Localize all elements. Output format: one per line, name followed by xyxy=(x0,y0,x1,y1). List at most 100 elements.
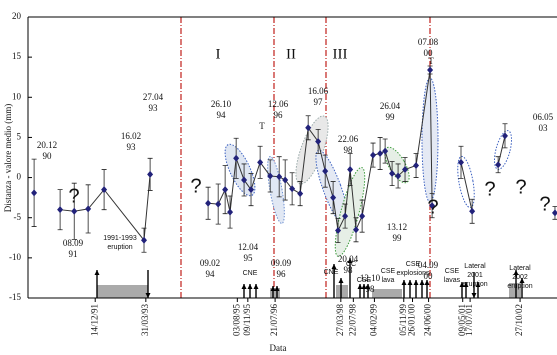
arrow-head xyxy=(519,278,525,283)
data-point xyxy=(267,172,274,180)
annotation: 94 xyxy=(217,110,227,120)
annotation: 22.06 xyxy=(338,134,359,144)
arrow-head xyxy=(463,282,469,287)
arrow-head xyxy=(401,280,407,285)
y-tick-label: 0 xyxy=(17,172,22,182)
data-point xyxy=(233,154,240,162)
event-label: CSE xyxy=(445,268,460,275)
period-label: III xyxy=(333,46,348,62)
data-point xyxy=(382,147,389,155)
data-point xyxy=(141,236,148,244)
x-tick-label: 22/07/98 xyxy=(347,304,357,337)
annotation: 03 xyxy=(539,123,549,133)
annotation: 27.04 xyxy=(143,92,164,102)
annotation: 12.10 xyxy=(360,273,381,283)
annotation: 09.09 xyxy=(271,258,292,268)
arrow-head xyxy=(94,270,100,275)
data-point xyxy=(359,212,366,220)
x-tick-label: 17/07/01 xyxy=(464,304,474,336)
data-point xyxy=(101,186,108,194)
arrow-head xyxy=(247,284,253,289)
event-label: eruption xyxy=(507,283,532,290)
data-point xyxy=(429,202,436,210)
data-point xyxy=(205,199,212,207)
data-point xyxy=(402,166,409,174)
event-label: CNE xyxy=(324,269,339,276)
event-label: explosions xyxy=(396,270,430,277)
annotation: 04.09 xyxy=(418,260,439,270)
arrow-head xyxy=(513,270,519,275)
data-point xyxy=(289,185,296,193)
event-label: Lateral xyxy=(509,265,531,272)
arrow-head xyxy=(241,284,247,289)
annotation: 96 xyxy=(277,269,287,279)
data-point xyxy=(227,208,234,216)
arrow-head xyxy=(274,286,280,291)
x-tick-label: 31/03/93 xyxy=(140,304,150,337)
annotation: 12.04 xyxy=(238,242,259,252)
annotation: 26.04 xyxy=(380,101,401,111)
y-tick-label: -5 xyxy=(14,212,22,222)
annotation: 13.12 xyxy=(387,222,407,232)
x-tick-label: 27/10/02 xyxy=(514,304,524,336)
data-point xyxy=(330,194,337,202)
question-mark: ? xyxy=(484,178,495,200)
event-label: CNE xyxy=(243,270,258,277)
event-label: CSE xyxy=(357,277,372,284)
event-label: lava xyxy=(382,277,395,284)
arrow-head xyxy=(331,264,337,269)
annotation: 97 xyxy=(314,97,324,107)
event-label: 2002 xyxy=(512,274,528,281)
annotation: 93 xyxy=(127,142,137,152)
event-label: 2001 xyxy=(467,272,483,279)
arrow-head xyxy=(407,280,413,285)
question-mark: ? xyxy=(539,193,550,215)
x-tick-label: 14/12/91 xyxy=(89,304,99,336)
y-tick-label: 10 xyxy=(12,91,22,101)
data-point xyxy=(353,226,360,234)
annotation: 99 xyxy=(386,112,396,122)
data-point xyxy=(342,212,349,220)
data-point xyxy=(322,167,329,175)
annotation: 96 xyxy=(274,110,284,120)
question-mark: ? xyxy=(68,185,79,207)
data-point xyxy=(347,166,354,174)
data-point xyxy=(276,173,283,181)
y-axis-title: Distanza - valore medio (mm) xyxy=(3,104,13,212)
x-tick-label: 09/05/01 xyxy=(457,304,467,336)
annotation: 26.10 xyxy=(211,99,232,109)
x-tick-label: 27/03/98 xyxy=(335,304,345,337)
event-label: lavas xyxy=(444,277,461,284)
arrow-head xyxy=(459,282,465,287)
annotation: 16.06 xyxy=(308,86,329,96)
annotation: 99 xyxy=(393,233,403,243)
x-tick-label: 26/01/00 xyxy=(407,304,417,337)
data-point xyxy=(31,189,38,197)
arrow-head xyxy=(419,280,425,285)
data-point xyxy=(377,149,384,157)
event-label: CC xyxy=(346,261,356,268)
clusters xyxy=(224,77,513,257)
x-axis-title: Data xyxy=(270,343,287,353)
data-point xyxy=(495,161,502,169)
arrow-head xyxy=(270,286,276,291)
arrow-head xyxy=(471,293,477,298)
annotation: 98 xyxy=(366,284,376,294)
x-tick-label: 03/08/95 xyxy=(231,304,241,337)
event-label: CSE xyxy=(381,268,396,275)
event-label: CSE xyxy=(406,261,421,268)
y-tick-label: 15 xyxy=(12,51,22,61)
arrow-head xyxy=(424,280,430,285)
y-tick-label: -10 xyxy=(9,252,21,262)
data-point xyxy=(222,186,229,194)
annotation: 08.09 xyxy=(63,238,84,248)
y-tick-label: 5 xyxy=(17,131,22,141)
event-bars xyxy=(97,283,521,298)
question-mark: ? xyxy=(190,175,201,197)
annotation: 20.12 xyxy=(37,140,57,150)
x-tick-label: 21/07/96 xyxy=(269,304,279,337)
event-label: 1991-1993 xyxy=(103,235,137,242)
data-point xyxy=(215,200,222,208)
event-label: eruption xyxy=(462,281,487,288)
